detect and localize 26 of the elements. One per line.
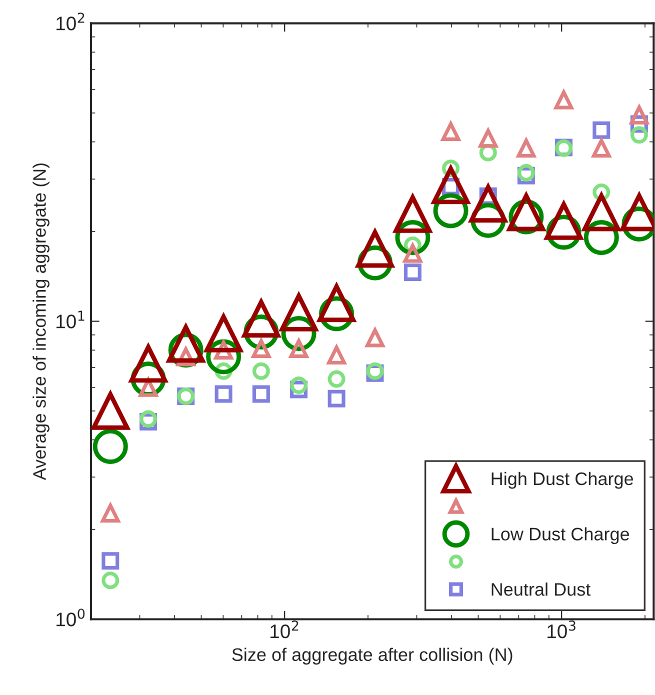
point [366, 328, 384, 348]
point [252, 385, 270, 403]
point [102, 572, 120, 590]
legend-label: Low Dust Charge [492, 527, 630, 544]
legend-label: High Dust Charge [492, 472, 634, 489]
point [404, 264, 422, 282]
y-tick-label: 10$^{1}$ [56, 310, 84, 328]
point [630, 126, 648, 144]
y-axis-title: Average size of incoming aggregate (N) [32, 163, 50, 480]
point [478, 128, 498, 148]
point [328, 390, 346, 408]
point [102, 552, 120, 570]
point [290, 376, 308, 394]
point [328, 370, 346, 388]
point [214, 385, 232, 403]
point [140, 410, 158, 428]
point [403, 244, 422, 263]
legend-label: Neutral Dust [492, 582, 591, 596]
point [92, 428, 128, 464]
y-tick-label: 10$^{0}$ [56, 608, 85, 626]
point [584, 220, 619, 256]
point [252, 362, 270, 380]
x-tick-label: 10$^{3}$ [548, 620, 576, 638]
y-tick-label: 10$^{2}$ [56, 12, 84, 30]
x-axis-title: Size of aggregate after collision (N) [232, 648, 512, 665]
point [592, 121, 610, 139]
